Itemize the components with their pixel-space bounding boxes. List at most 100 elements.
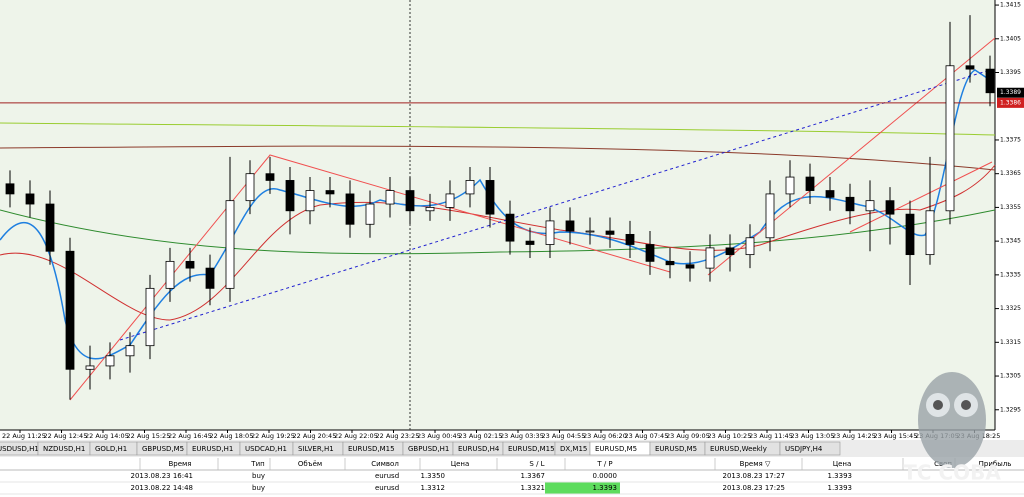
cell[interactable]: 2013.08.23 17:25 <box>723 484 785 492</box>
cell[interactable]: 2013.08.22 14:48 <box>131 484 193 492</box>
tab-label[interactable]: NZDUSD,H1 <box>43 445 85 453</box>
candle-body <box>705 247 715 269</box>
column-header[interactable]: Прибыль <box>979 460 1012 468</box>
tab-label[interactable]: SILVER,H1 <box>298 445 334 453</box>
column-header[interactable]: Время <box>168 460 191 468</box>
candle-body <box>405 190 415 212</box>
candle-body <box>445 193 455 208</box>
x-tick-label: 23 Aug 15:45 <box>874 432 918 440</box>
column-header[interactable]: Цена <box>833 460 852 468</box>
x-tick-label: 23 Aug 06:20 <box>583 432 627 440</box>
tab-label[interactable]: EURUSD,M5 <box>595 445 637 453</box>
candle-body <box>225 200 235 289</box>
candle-body <box>325 190 335 195</box>
x-tick-label: 22 Aug 14:05 <box>85 432 129 440</box>
tab-label[interactable]: USDCAD,H1 <box>245 445 287 453</box>
y-tick-label: 1.3315 <box>1000 339 1021 346</box>
ma-line <box>0 145 996 171</box>
tab-label[interactable]: EURUSD,M15 <box>508 445 555 453</box>
candle-body <box>725 247 735 256</box>
x-tick-label: 22 Aug 11:25 <box>2 432 46 440</box>
candle-body <box>305 190 315 212</box>
x-tick-label: 23 Aug 11:45 <box>749 432 793 440</box>
candle-body <box>505 213 515 242</box>
tab-label[interactable]: EURUSD,M15 <box>348 445 395 453</box>
tab-label[interactable]: EURUSD,H4 <box>458 445 500 453</box>
tab-label[interactable]: EURUSD,Weekly <box>710 445 767 453</box>
cell[interactable]: eurusd <box>375 484 399 492</box>
cell[interactable]: 1.3393 <box>828 472 853 480</box>
tab[interactable] <box>779 441 841 456</box>
x-tick-label: 23 Aug 02:15 <box>459 432 503 440</box>
x-tick-label: 23 Aug 00:45 <box>417 432 461 440</box>
candle-body <box>285 180 295 212</box>
trendline <box>849 161 993 233</box>
x-tick-label: 23 Aug 07:45 <box>625 432 669 440</box>
chart-bg <box>0 0 995 430</box>
bid-label: 1.3389 <box>1000 89 1021 96</box>
column-header[interactable]: Цена <box>451 460 470 468</box>
candle-body <box>5 183 15 195</box>
candle-body <box>525 240 535 245</box>
candle-body <box>905 213 915 256</box>
cell[interactable]: 2013.08.23 16:41 <box>131 472 193 480</box>
candle-body <box>845 196 855 212</box>
candle-body <box>85 365 95 370</box>
cell[interactable]: buy <box>252 472 265 480</box>
tab-label[interactable]: EURUSD,H1 <box>192 445 233 453</box>
cell[interactable]: 1.3393 <box>593 484 618 492</box>
x-tick-label: 23 Aug 09:05 <box>666 432 710 440</box>
column-header[interactable]: Время ▽ <box>740 460 771 468</box>
ma-line <box>0 122 996 136</box>
candle-body <box>565 220 575 232</box>
x-tick-label: 22 Aug 19:25 <box>251 432 295 440</box>
candle-body <box>105 355 115 367</box>
y-tick-label: 1.3415 <box>1000 2 1021 9</box>
candle-body <box>645 244 655 262</box>
ma-line <box>0 69 991 360</box>
candle-body <box>625 233 635 245</box>
candle-body <box>365 203 375 225</box>
tab-label[interactable]: GOLD,H1 <box>95 445 127 453</box>
tab-label[interactable]: DX,M15 <box>560 445 587 453</box>
y-tick-label: 1.3345 <box>1000 238 1021 245</box>
tab-label[interactable]: EURUSD,M5 <box>655 445 697 453</box>
candle-body <box>245 173 255 202</box>
column-header[interactable]: Символ <box>371 460 399 468</box>
tab-label[interactable]: GBPUSD,M5 <box>142 445 184 453</box>
tab-label[interactable]: USDUSD,H1 <box>0 445 39 453</box>
cell[interactable]: 1.3393 <box>828 484 853 492</box>
tab-label[interactable]: USDJPY,H4 <box>785 445 823 453</box>
candle-body <box>485 180 495 215</box>
cell[interactable]: 1.3312 <box>421 484 446 492</box>
candle-body <box>45 203 55 252</box>
candle-body <box>205 267 215 289</box>
owl-body <box>918 372 986 468</box>
bid-tag <box>997 87 1024 98</box>
cell[interactable]: 1.3350 <box>421 472 446 480</box>
y-tick-label: 1.3305 <box>1000 373 1021 380</box>
cell[interactable]: 2013.08.23 17:27 <box>723 472 785 480</box>
cell[interactable]: 1.3367 <box>521 472 546 480</box>
x-tick-label: 22 Aug 20:45 <box>293 432 337 440</box>
x-tick-label: 23 Aug 03:35 <box>500 432 544 440</box>
column-header[interactable]: Объём <box>298 460 322 468</box>
column-header[interactable]: S / L <box>529 460 544 468</box>
level-label: 1.3386 <box>1000 99 1021 106</box>
candle-body <box>865 200 875 212</box>
cell[interactable]: eurusd <box>375 472 399 480</box>
candle-body <box>25 193 35 205</box>
column-header[interactable]: T / P <box>596 460 612 468</box>
candle-body <box>265 173 275 181</box>
x-tick-label: 23 Aug 14:25 <box>832 432 876 440</box>
trendline <box>119 69 991 341</box>
cell[interactable]: buy <box>252 484 265 492</box>
tab-label[interactable]: GBPUSD,H1 <box>408 445 449 453</box>
y-tick-label: 1.3375 <box>1000 136 1021 143</box>
cell[interactable]: 1.3321 <box>521 484 546 492</box>
column-header[interactable]: Тип <box>250 460 264 468</box>
cell[interactable]: 0.0000 <box>593 472 618 480</box>
candle-body <box>345 193 355 225</box>
candle-body <box>805 176 815 191</box>
